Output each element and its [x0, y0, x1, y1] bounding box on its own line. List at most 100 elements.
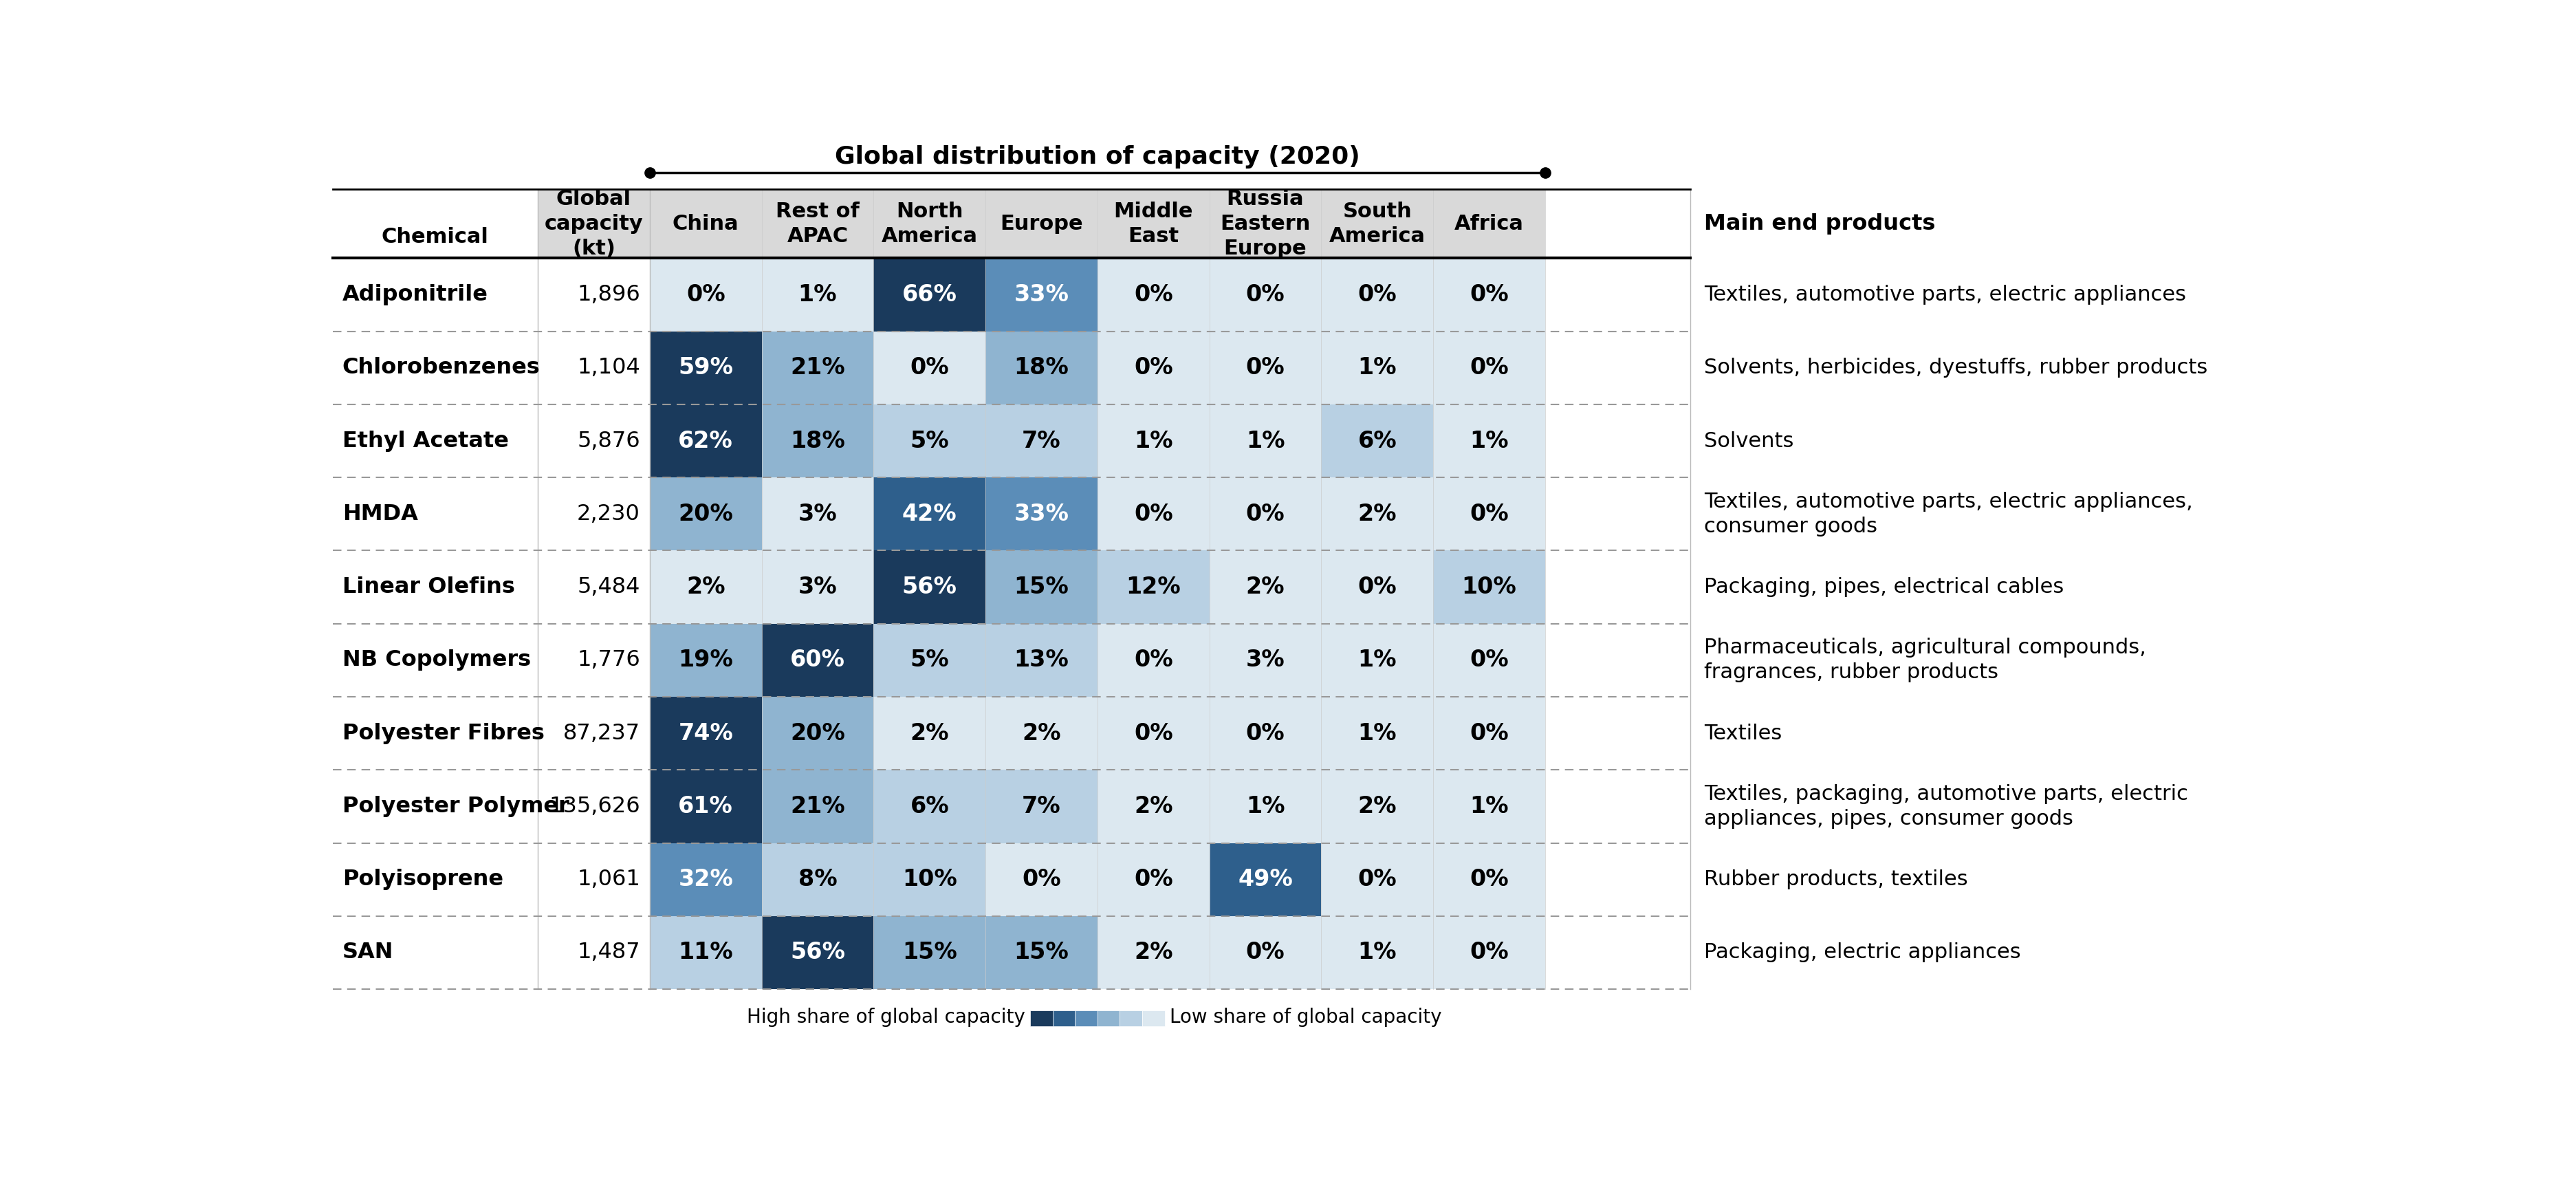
Text: 33%: 33% — [1015, 503, 1069, 526]
Bar — [987, 624, 1097, 697]
Text: 10%: 10% — [1461, 576, 1517, 599]
Text: 1%: 1% — [1247, 430, 1285, 452]
Bar — [1432, 697, 1546, 770]
Text: Pharmaceuticals, agricultural compounds,
fragrances, rubber products: Pharmaceuticals, agricultural compounds,… — [1703, 638, 2146, 683]
Bar — [987, 259, 1097, 332]
Bar — [762, 843, 873, 916]
Bar — [1097, 477, 1208, 550]
Text: 0%: 0% — [1358, 576, 1396, 599]
Bar — [873, 404, 987, 477]
Text: Linear Olefins: Linear Olefins — [343, 576, 515, 598]
Text: 0%: 0% — [1247, 503, 1285, 526]
Bar — [1097, 259, 1208, 332]
Text: 66%: 66% — [902, 283, 958, 306]
Bar — [873, 259, 987, 332]
Bar — [1097, 624, 1208, 697]
Bar — [1321, 259, 1432, 332]
Text: 3%: 3% — [799, 503, 837, 526]
Bar — [873, 916, 987, 990]
Text: 60%: 60% — [791, 648, 845, 672]
Text: Russia
Eastern
Europe: Russia Eastern Europe — [1221, 189, 1311, 259]
Text: 74%: 74% — [677, 722, 734, 745]
Text: Solvents, herbicides, dyestuffs, rubber products: Solvents, herbicides, dyestuffs, rubber … — [1703, 358, 2208, 378]
Text: Polyester Polymer: Polyester Polymer — [343, 796, 569, 817]
Text: NB Copolymers: NB Copolymers — [343, 650, 531, 671]
Text: 21%: 21% — [791, 795, 845, 817]
Bar — [1432, 332, 1546, 404]
Text: 1,487: 1,487 — [577, 942, 641, 964]
Bar — [649, 189, 1546, 259]
Bar — [987, 477, 1097, 550]
Text: Textiles, packaging, automotive parts, electric
appliances, pipes, consumer good: Textiles, packaging, automotive parts, e… — [1703, 784, 2187, 829]
Text: 10%: 10% — [902, 868, 956, 890]
Text: 15%: 15% — [1015, 941, 1069, 964]
Text: 18%: 18% — [791, 430, 845, 452]
Bar — [873, 624, 987, 697]
Text: Textiles, automotive parts, electric appliances,
consumer goods: Textiles, automotive parts, electric app… — [1703, 491, 2192, 536]
Text: SAN: SAN — [343, 942, 394, 964]
Bar — [1208, 624, 1321, 697]
Bar — [762, 259, 873, 332]
Bar — [649, 843, 762, 916]
Text: 2%: 2% — [1247, 576, 1285, 599]
Bar — [649, 624, 762, 697]
Text: 0%: 0% — [1471, 722, 1510, 745]
Bar — [1208, 404, 1321, 477]
Text: 1%: 1% — [1358, 648, 1396, 672]
Text: 0%: 0% — [1023, 868, 1061, 890]
Text: Africa: Africa — [1455, 214, 1525, 234]
Text: 21%: 21% — [791, 357, 845, 379]
Text: 5,876: 5,876 — [577, 430, 641, 451]
Text: Ethyl Acetate: Ethyl Acetate — [343, 430, 507, 451]
Bar — [1074, 1010, 1097, 1026]
Text: 1%: 1% — [799, 283, 837, 306]
Bar — [1432, 770, 1546, 843]
Text: 32%: 32% — [677, 868, 734, 890]
Bar — [987, 550, 1097, 624]
Text: 42%: 42% — [902, 503, 956, 526]
Text: Europe: Europe — [999, 214, 1082, 234]
Text: 5%: 5% — [909, 648, 948, 672]
Bar — [1321, 770, 1432, 843]
Text: 11%: 11% — [677, 941, 734, 964]
Text: 56%: 56% — [902, 576, 958, 599]
Bar — [1432, 404, 1546, 477]
Bar — [1208, 770, 1321, 843]
Bar — [649, 477, 762, 550]
Bar — [1321, 916, 1432, 990]
Text: 0%: 0% — [1133, 503, 1172, 526]
Bar — [762, 332, 873, 404]
Text: Packaging, electric appliances: Packaging, electric appliances — [1703, 942, 2020, 963]
Text: 0%: 0% — [1471, 941, 1510, 964]
Text: 6%: 6% — [909, 795, 948, 817]
Text: 2,230: 2,230 — [577, 503, 641, 524]
Bar — [649, 697, 762, 770]
Bar — [1054, 1010, 1074, 1026]
Bar — [987, 697, 1097, 770]
Bar — [1208, 843, 1321, 916]
Text: 1,776: 1,776 — [577, 650, 641, 671]
Text: Rest of
APAC: Rest of APAC — [775, 202, 860, 246]
Text: 7%: 7% — [1023, 795, 1061, 817]
Text: 56%: 56% — [791, 941, 845, 964]
Bar — [1141, 1010, 1164, 1026]
Bar — [987, 770, 1097, 843]
Text: 20%: 20% — [677, 503, 734, 526]
Bar — [762, 916, 873, 990]
Text: Low share of global capacity: Low share of global capacity — [1170, 1007, 1443, 1026]
Bar — [762, 770, 873, 843]
Bar — [1097, 916, 1208, 990]
Text: Global
capacity
(kt): Global capacity (kt) — [544, 189, 644, 259]
Bar — [987, 404, 1097, 477]
Text: Chemical: Chemical — [381, 227, 489, 247]
Bar — [762, 697, 873, 770]
Text: 62%: 62% — [677, 430, 734, 452]
Bar — [1097, 332, 1208, 404]
Text: 1%: 1% — [1358, 941, 1396, 964]
Text: 2%: 2% — [1133, 795, 1172, 817]
Text: 18%: 18% — [1015, 357, 1069, 379]
Text: 5,484: 5,484 — [577, 576, 641, 598]
Text: 87,237: 87,237 — [564, 723, 641, 744]
Bar — [1321, 624, 1432, 697]
Text: 33%: 33% — [1015, 283, 1069, 306]
